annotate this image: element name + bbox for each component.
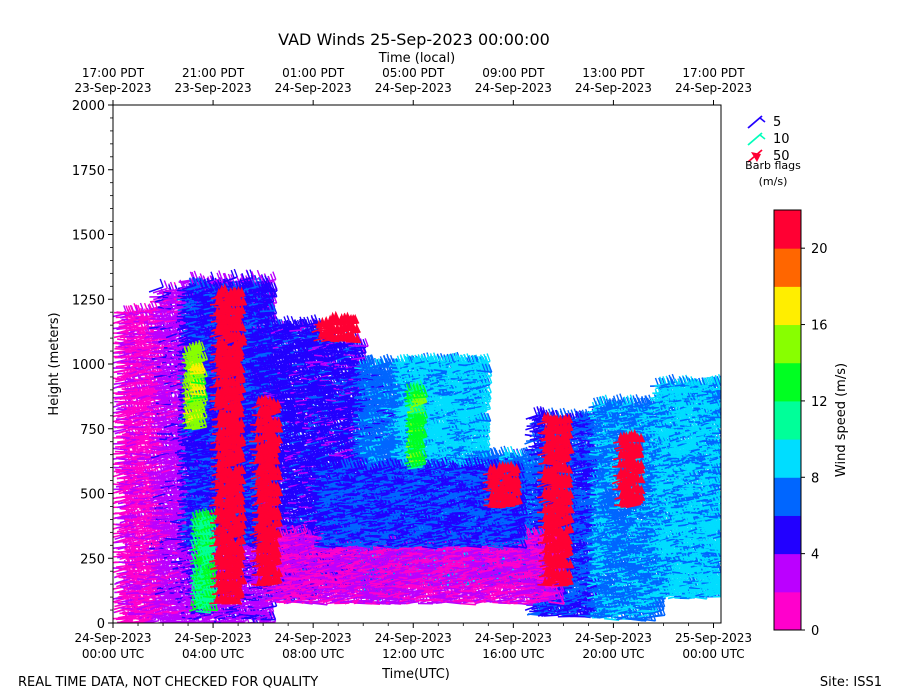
barb-shaft (118, 603, 133, 604)
barb-shaft (127, 529, 142, 530)
top-axis-label: Time (local) (378, 51, 455, 66)
chart-title: VAD Winds 25-Sep-2023 00:00:00 (278, 30, 550, 49)
barb-shaft (116, 435, 131, 436)
wind-barbs (112, 269, 728, 626)
